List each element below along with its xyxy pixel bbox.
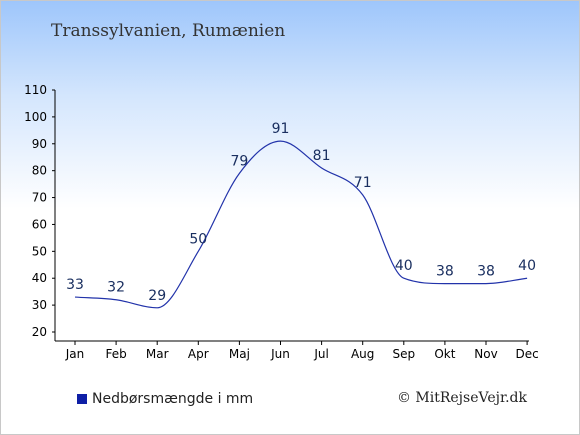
data-label: 81 xyxy=(313,148,331,164)
data-label: 79 xyxy=(230,153,248,169)
x-tick-label: Jun xyxy=(270,347,290,361)
y-tick-label: 50 xyxy=(32,244,47,258)
data-label: 91 xyxy=(272,121,290,137)
x-tick-label: Aug xyxy=(351,347,374,361)
y-tick-label: 80 xyxy=(32,164,47,178)
y-tick-label: 30 xyxy=(32,298,47,312)
x-tick-label: Sep xyxy=(392,347,415,361)
data-label: 50 xyxy=(189,231,207,247)
data-label: 38 xyxy=(436,264,454,280)
y-tick-label: 70 xyxy=(32,191,47,205)
x-tick-label: Feb xyxy=(105,347,126,361)
data-label: 32 xyxy=(107,280,125,296)
precipitation-line xyxy=(74,140,528,309)
legend-label: Nedbørsmængde i mm xyxy=(92,391,254,407)
chart-title: Transsylvanien, Rumænien xyxy=(51,21,286,41)
y-tick-label: 110 xyxy=(24,83,47,97)
y-tick-label: 20 xyxy=(32,325,47,339)
x-tick-label: Jul xyxy=(313,347,328,361)
x-tick-label: Apr xyxy=(188,347,209,361)
x-tick-label: Jan xyxy=(65,347,85,361)
y-tick-label: 40 xyxy=(32,271,47,285)
data-label: 33 xyxy=(66,277,84,293)
y-tick-label: 60 xyxy=(32,217,47,231)
data-label: 40 xyxy=(395,258,413,274)
legend-swatch xyxy=(77,394,87,404)
y-tick-label: 90 xyxy=(32,137,47,151)
data-label: 40 xyxy=(518,258,536,274)
x-tick-label: Mar xyxy=(146,347,169,361)
data-label: 71 xyxy=(354,175,372,191)
x-tick-label: Okt xyxy=(434,347,455,361)
data-label: 38 xyxy=(477,264,495,280)
x-tick-label: Maj xyxy=(229,347,250,361)
x-tick-label: Nov xyxy=(474,347,497,361)
data-label: 29 xyxy=(148,288,166,304)
y-tick-label: 100 xyxy=(24,110,47,124)
x-tick-label: Dec xyxy=(515,347,538,361)
legend: Nedbørsmængde i mm xyxy=(77,391,253,407)
credit-text: © MitRejseVejr.dk xyxy=(396,390,527,406)
